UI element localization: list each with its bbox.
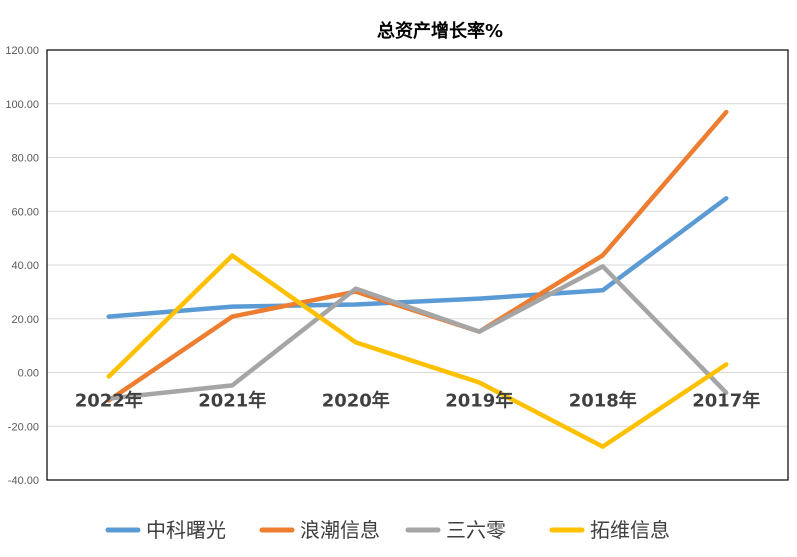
series-line-1 — [106, 109, 729, 403]
y-tick-label: -40.00 — [8, 475, 39, 487]
y-tick-label: -20.00 — [8, 421, 39, 433]
y-tick-label: 100.00 — [5, 99, 39, 111]
legend-item: 浪潮信息 — [259, 518, 380, 542]
legend-label: 浪潮信息 — [300, 518, 380, 542]
x-category-label: 2020年 — [322, 390, 390, 412]
x-category-label: 2021年 — [198, 390, 266, 412]
y-tick-label: 60.00 — [11, 206, 39, 218]
series-line-3 — [106, 253, 729, 449]
legend-label: 三六零 — [446, 518, 506, 542]
legend-label: 拓维信息 — [590, 518, 670, 542]
plot-area-border — [46, 49, 789, 481]
x-category-label: 2022年 — [75, 390, 143, 412]
x-category-label: 2018年 — [569, 390, 637, 412]
x-category-label: 2019年 — [445, 390, 513, 412]
y-tick-label: 120.00 — [5, 45, 39, 57]
legend-item: 三六零 — [405, 518, 506, 542]
legend-label: 中科曙光 — [146, 518, 226, 542]
y-tick-label: 40.00 — [11, 260, 39, 272]
series-line-0 — [106, 196, 729, 319]
legend-item: 拓维信息 — [549, 518, 670, 542]
y-tick-label: 0.00 — [18, 368, 39, 380]
y-tick-label: 20.00 — [11, 314, 39, 326]
chart-title: 总资产增长率% — [377, 20, 503, 42]
x-category-label: 2017年 — [692, 390, 760, 412]
y-tick-label: 80.00 — [11, 153, 39, 165]
legend-item: 中科曙光 — [105, 518, 226, 542]
series-line-2 — [106, 264, 729, 401]
